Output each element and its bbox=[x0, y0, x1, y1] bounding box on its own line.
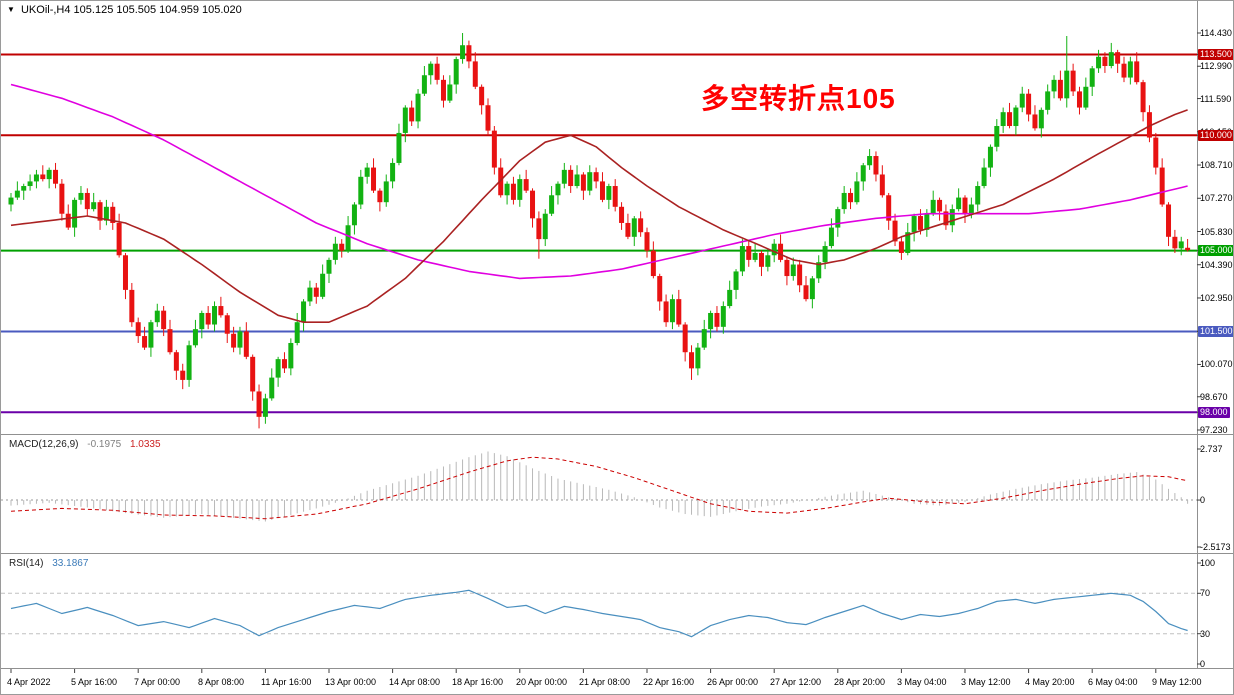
time-axis-label: 14 Apr 08:00 bbox=[389, 677, 441, 687]
macd-indicator-panel[interactable]: MACD(12,26,9) -0.1975 1.0335 bbox=[1, 435, 1197, 553]
time-axis-label: 28 Apr 20:00 bbox=[834, 677, 886, 687]
macd-name: MACD(12,26,9) bbox=[9, 439, 79, 450]
time-axis-label: 6 May 04:00 bbox=[1088, 677, 1138, 687]
price-axis-label: 98.670 bbox=[1200, 391, 1228, 402]
macd-scale-label: 0 bbox=[1200, 495, 1206, 506]
price-axis-label: 104.390 bbox=[1200, 259, 1233, 270]
panel-frame bbox=[1, 1, 1233, 669]
price-level-badge: 98.000 bbox=[1198, 406, 1230, 418]
time-axis-label: 18 Apr 16:00 bbox=[452, 677, 504, 687]
price-axis-label: 97.230 bbox=[1200, 425, 1228, 435]
time-axis-label: 20 Apr 00:00 bbox=[516, 677, 568, 687]
main-chart-panel[interactable]: ▼ UKOil-,H4 105.125 105.505 104.959 105.… bbox=[1, 1, 1197, 434]
time-axis-label: 22 Apr 16:00 bbox=[643, 677, 695, 687]
rsi-name: RSI(14) bbox=[9, 558, 44, 569]
symbol-ohlc-title: ▼ UKOil-,H4 105.125 105.505 104.959 105.… bbox=[7, 4, 242, 16]
time-axis-label: 4 May 20:00 bbox=[1025, 677, 1075, 687]
time-axis-label: 7 Apr 00:00 bbox=[134, 677, 181, 687]
time-axis-label: 11 Apr 16:00 bbox=[261, 677, 312, 687]
time-axis-label: 8 Apr 08:00 bbox=[198, 677, 245, 687]
macd-plot bbox=[1, 451, 1197, 522]
time-axis-label: 13 Apr 00:00 bbox=[325, 677, 377, 687]
price-axis[interactable]: 114.430112.990111.590110.150108.710107.2… bbox=[1197, 1, 1233, 669]
time-axis-label: 9 May 12:00 bbox=[1152, 677, 1202, 687]
price-axis-label: 108.710 bbox=[1200, 160, 1233, 171]
time-axis[interactable]: 4 Apr 2022 5 Apr 16:00 7 Apr 00:00 8 Apr 08… bbox=[1, 669, 1202, 694]
price-level-badge: 113.500 bbox=[1198, 48, 1233, 60]
rsi-indicator-panel[interactable]: RSI(14) 33.1867 bbox=[1, 554, 1197, 668]
rsi-scale-label: 0 bbox=[1200, 659, 1206, 669]
price-level-badge: 101.500 bbox=[1198, 325, 1233, 337]
price-axis-label: 105.830 bbox=[1200, 226, 1233, 237]
price-level-badge: 105.000 bbox=[1198, 245, 1233, 257]
chart-annotation-text: 多空转折点105 bbox=[701, 83, 896, 114]
macd-scale-label: 2.737 bbox=[1200, 444, 1223, 454]
price-axis-label: 111.590 bbox=[1200, 93, 1232, 104]
time-axis-label: 5 Apr 16:00 bbox=[71, 677, 118, 687]
time-axis-label: 4 Apr 2022 bbox=[7, 677, 51, 687]
rsi-indicator-label: RSI(14) 33.1867 bbox=[9, 558, 88, 569]
macd-signal-value: 1.0335 bbox=[129, 439, 161, 450]
rsi-value: 33.1867 bbox=[52, 558, 89, 569]
time-axis-label: 3 May 12:00 bbox=[961, 677, 1011, 687]
macd-indicator-label: MACD(12,26,9) -0.1975 1.0335 bbox=[9, 439, 161, 450]
moving-averages bbox=[10, 83, 1188, 324]
time-axis-label: 27 Apr 12:00 bbox=[770, 677, 822, 687]
time-axis-label: 3 May 04:00 bbox=[897, 677, 947, 687]
chart-marker-icon: ▼ bbox=[7, 5, 15, 14]
rsi-scale-label: 100 bbox=[1200, 558, 1216, 568]
price-axis-label: 112.990 bbox=[1200, 61, 1232, 72]
time-axis-label: 21 Apr 08:00 bbox=[579, 677, 631, 687]
price-level-badge: 110.000 bbox=[1198, 129, 1233, 141]
macd-main-value: -0.1975 bbox=[87, 439, 122, 450]
symbol-title-text: UKOil-,H4 105.125 105.505 104.959 105.02… bbox=[20, 4, 242, 16]
price-axis-label: 100.070 bbox=[1200, 359, 1233, 370]
rsi-plot bbox=[1, 589, 1197, 638]
rsi-scale-label: 30 bbox=[1200, 628, 1211, 639]
macd-scale-label: -2.5173 bbox=[1200, 542, 1231, 552]
price-axis-label: 102.950 bbox=[1200, 292, 1233, 303]
time-axis-label: 26 Apr 00:00 bbox=[707, 677, 759, 687]
price-axis-label: 114.430 bbox=[1200, 28, 1232, 38]
price-axis-label: 107.270 bbox=[1200, 193, 1233, 204]
rsi-scale-label: 70 bbox=[1200, 588, 1211, 599]
